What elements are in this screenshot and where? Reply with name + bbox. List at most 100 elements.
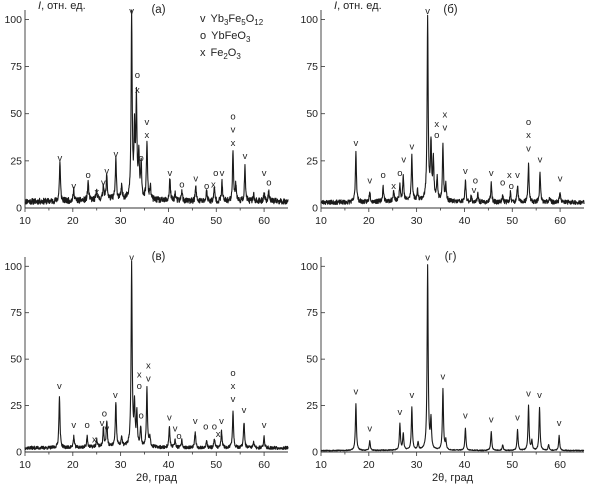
y-tick-label: 100 <box>4 14 22 26</box>
panel-label: (в) <box>152 251 166 263</box>
phase-marker: v <box>113 390 118 401</box>
phase-marker: v <box>442 123 447 134</box>
x-tick-label: 30 <box>115 459 127 471</box>
phase-marker: o <box>213 168 218 179</box>
legend-formula-subscript: 2 <box>223 52 228 61</box>
x-tick-label: 20 <box>67 215 79 227</box>
y-tick-label: 50 <box>10 108 22 120</box>
legend-entry: v Yb3Fe5O12 <box>200 13 264 27</box>
y-tick-label: 25 <box>10 155 22 167</box>
y-tick-label: 25 <box>306 400 318 412</box>
y-tick-label: 0 <box>312 447 318 459</box>
phase-marker: o <box>139 411 144 422</box>
y-tick-label: 0 <box>16 203 22 215</box>
legend-entry: x Fe2O3 <box>200 47 241 61</box>
phase-marker: v <box>557 418 562 429</box>
y-tick-label: 25 <box>306 155 318 167</box>
phase-marker: v <box>463 166 468 177</box>
legend-formula-part: Fe <box>228 13 241 25</box>
legend-formula-part: O <box>228 47 237 59</box>
x-tick-label: 10 <box>315 459 327 471</box>
legend-formula-part: O <box>246 13 255 25</box>
phase-marker: v <box>231 125 236 136</box>
y-tick-label: 25 <box>10 400 22 412</box>
phase-marker: o <box>526 117 531 128</box>
y-axis-label-var: I <box>38 0 41 12</box>
phase-marker: o <box>397 168 402 179</box>
legend-formula-subscript: 5 <box>241 18 246 27</box>
panel-label: (г) <box>445 251 457 263</box>
phase-marker: v <box>193 174 198 185</box>
phase-marker: x <box>146 360 151 371</box>
phase-marker: o <box>85 170 90 181</box>
diffraction-trace <box>24 260 289 451</box>
phase-marker: v <box>104 424 109 435</box>
y-axis-label: I, отн. ед. <box>334 0 382 12</box>
phase-marker: v <box>220 168 225 179</box>
phase-marker: v <box>71 420 76 431</box>
phase-marker: v <box>489 168 494 179</box>
y-tick-label: 50 <box>306 108 318 120</box>
phase-marker: v <box>58 153 63 164</box>
phase-marker: v <box>104 166 109 177</box>
y-axis-label-unit: , отн. ед. <box>41 0 86 12</box>
x-tick-label: 60 <box>554 459 566 471</box>
phase-marker: v <box>401 155 406 166</box>
phase-marker: v <box>193 416 198 427</box>
phase-marker: o <box>176 431 181 442</box>
phase-marker: v <box>354 386 359 397</box>
phase-marker: v <box>167 412 172 423</box>
x-tick-label: 50 <box>506 215 518 227</box>
phase-marker: v <box>558 174 563 185</box>
phase-marker: x <box>137 370 142 381</box>
diffraction-trace <box>320 14 585 205</box>
phase-marker: v <box>173 424 178 435</box>
legend-entry: o YbFeO3 <box>200 30 251 44</box>
legend-symbol: v <box>200 13 206 25</box>
x-tick-label: 10 <box>19 459 31 471</box>
x-tick-label: 40 <box>459 459 471 471</box>
legend-formula-part: YbFeO <box>211 30 246 42</box>
phase-marker: o <box>139 153 144 164</box>
phase-marker: v <box>367 175 372 186</box>
phase-marker: o <box>473 175 478 186</box>
y-tick-label: 50 <box>10 354 22 366</box>
phase-marker: v <box>367 424 372 435</box>
phase-marker: o <box>212 422 217 433</box>
x-tick-label: 50 <box>506 459 518 471</box>
phase-marker: v <box>262 168 267 179</box>
x-tick-label: 50 <box>210 459 222 471</box>
diffraction-trace <box>24 9 289 205</box>
phase-marker: v <box>129 253 134 264</box>
y-axis-label-unit: , отн. ед. <box>337 0 382 12</box>
x-tick-label: 30 <box>115 215 127 227</box>
phase-marker: v <box>489 414 494 425</box>
y-tick-label: 75 <box>306 307 318 319</box>
y-axis-label-var: I <box>334 0 337 12</box>
legend-formula-subscript: 3 <box>224 18 229 27</box>
phase-marker: v <box>409 390 414 401</box>
phase-marker: x <box>211 179 216 190</box>
phase-marker: v <box>409 142 414 153</box>
legend-formula-subscript: 3 <box>236 52 241 61</box>
phase-marker: v <box>231 394 236 405</box>
phase-marker: v <box>100 418 105 429</box>
legend-formula-part: Yb <box>211 13 224 25</box>
phase-marker: x <box>94 187 99 198</box>
legend-symbol: o <box>200 30 206 42</box>
x-tick-label: 30 <box>411 215 423 227</box>
phase-marker: v <box>243 151 248 162</box>
y-tick-label: 0 <box>16 447 22 459</box>
panel-label: (б) <box>443 4 457 16</box>
legend-formula-subscript: 3 <box>246 35 251 44</box>
phase-marker: v <box>398 407 403 418</box>
phase-marker: x <box>526 130 531 141</box>
phase-marker: v <box>113 149 118 160</box>
phase-marker: o <box>509 181 514 192</box>
x-tick-label: 20 <box>363 459 375 471</box>
phase-marker: v <box>145 117 150 128</box>
y-tick-label: 75 <box>10 61 22 73</box>
